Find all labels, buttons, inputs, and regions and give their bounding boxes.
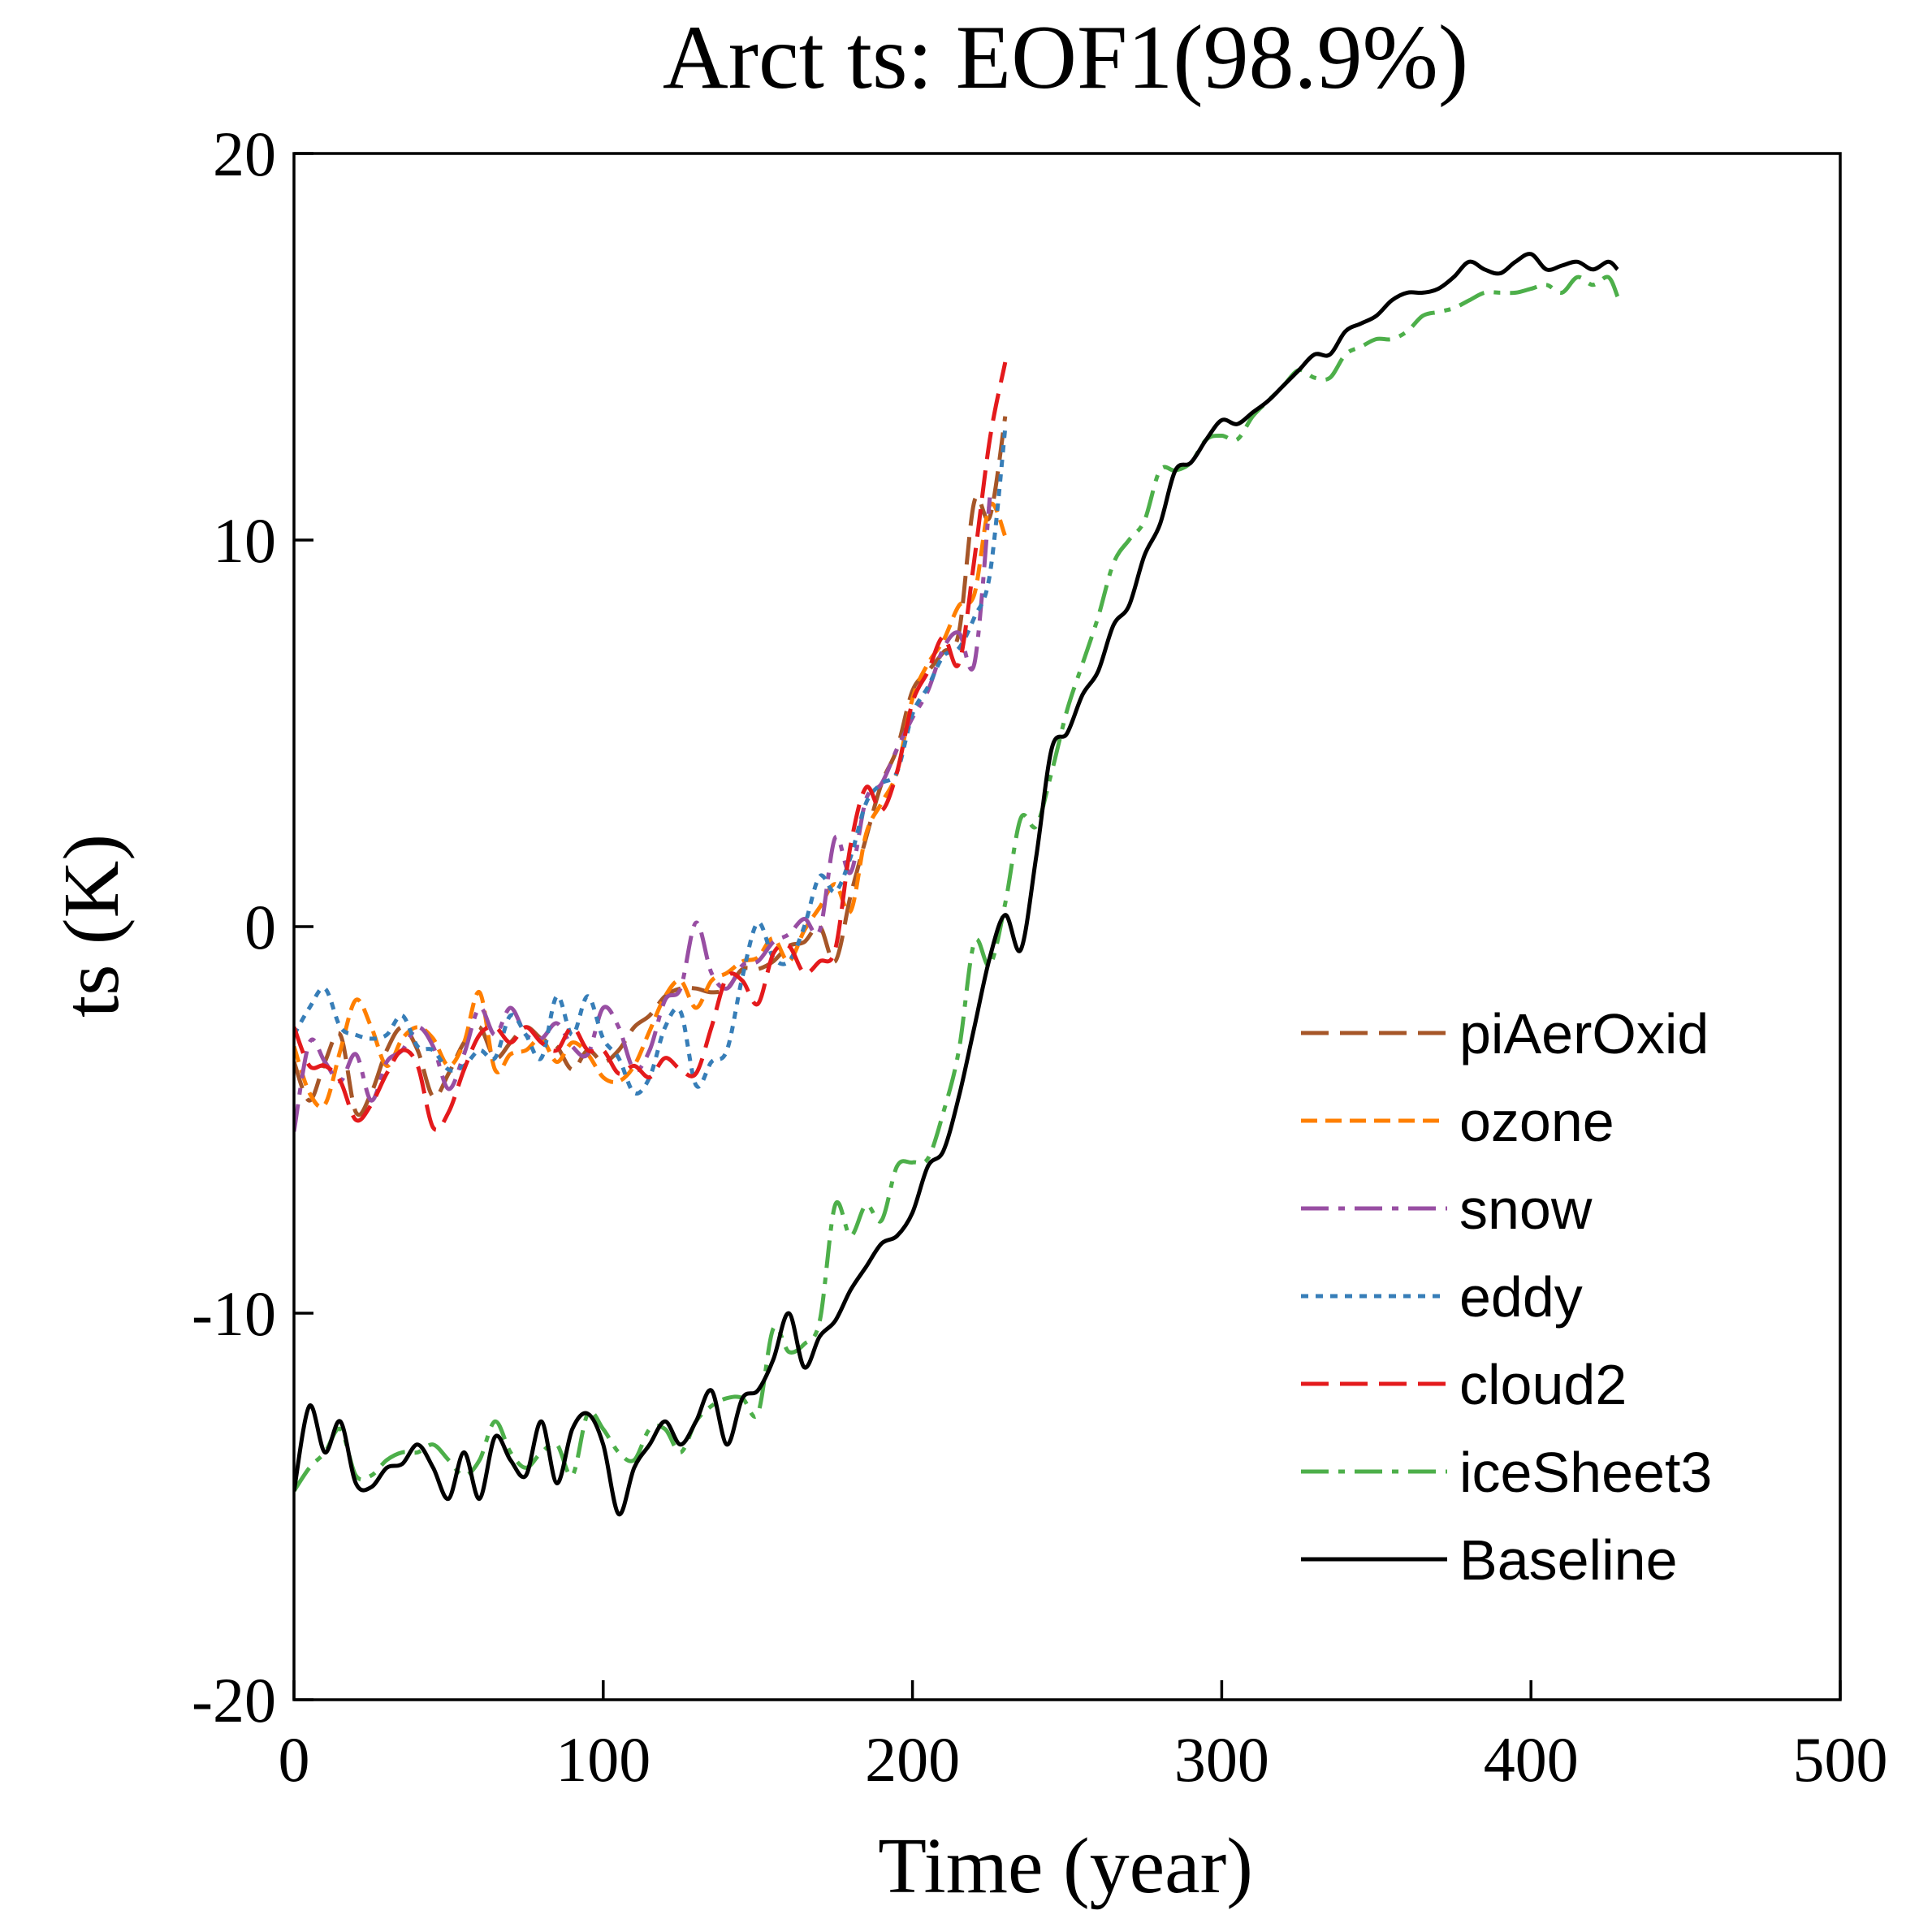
legend-item-piaeroxid: piAerOxid — [1301, 1002, 1709, 1065]
y-tick-label: -10 — [192, 1278, 276, 1349]
legend-item-cloud2: cloud2 — [1301, 1353, 1627, 1416]
series-line-snow — [294, 497, 992, 1132]
y-tick-label: 10 — [213, 505, 276, 576]
legend-label: Baseline — [1459, 1528, 1678, 1592]
legend-label: piAerOxid — [1459, 1002, 1709, 1065]
series-line-baseline — [294, 252, 1619, 1517]
series-line-ozone — [294, 501, 1008, 1109]
y-tick-label: 0 — [244, 892, 276, 962]
x-axis-label: Time (year) — [878, 1822, 1253, 1910]
chart-title: Arct ts: EOF1(98.9%) — [663, 7, 1468, 108]
legend-label: ozone — [1459, 1090, 1614, 1153]
x-axis: 0 100 200 300 400 500 — [279, 1680, 1888, 1795]
legend-item-baseline: Baseline — [1301, 1528, 1678, 1592]
x-tick-label: 300 — [1174, 1724, 1269, 1795]
y-tick-label: 20 — [213, 119, 276, 189]
y-tick-label: -20 — [192, 1665, 276, 1735]
legend-label: iceSheet3 — [1459, 1441, 1712, 1504]
legend-item-eddy: eddy — [1301, 1265, 1583, 1329]
x-tick-label: 200 — [865, 1724, 960, 1795]
series-line-eddy — [294, 427, 1008, 1096]
x-tick-label: 0 — [279, 1724, 310, 1795]
legend-label: cloud2 — [1459, 1353, 1627, 1416]
series-layer — [294, 252, 1620, 1517]
legend: piAerOxid ozone snow eddy cloud2 iceSheet3 Bas… — [1301, 1002, 1712, 1592]
series-line-cloud2 — [294, 361, 1008, 1132]
legend-label: snow — [1459, 1178, 1593, 1241]
legend-item-ozone: ozone — [1301, 1090, 1614, 1153]
x-tick-label: 400 — [1484, 1724, 1579, 1795]
y-axis: -20 -10 0 10 20 — [192, 119, 313, 1735]
legend-item-icesheet3: iceSheet3 — [1301, 1441, 1712, 1504]
x-tick-label: 100 — [555, 1724, 650, 1795]
legend-item-snow: snow — [1301, 1178, 1593, 1241]
y-axis-label: ts (K) — [48, 834, 136, 1018]
series-line-icesheet3 — [294, 274, 1620, 1493]
x-tick-label: 500 — [1793, 1724, 1888, 1795]
legend-label: eddy — [1459, 1265, 1583, 1329]
